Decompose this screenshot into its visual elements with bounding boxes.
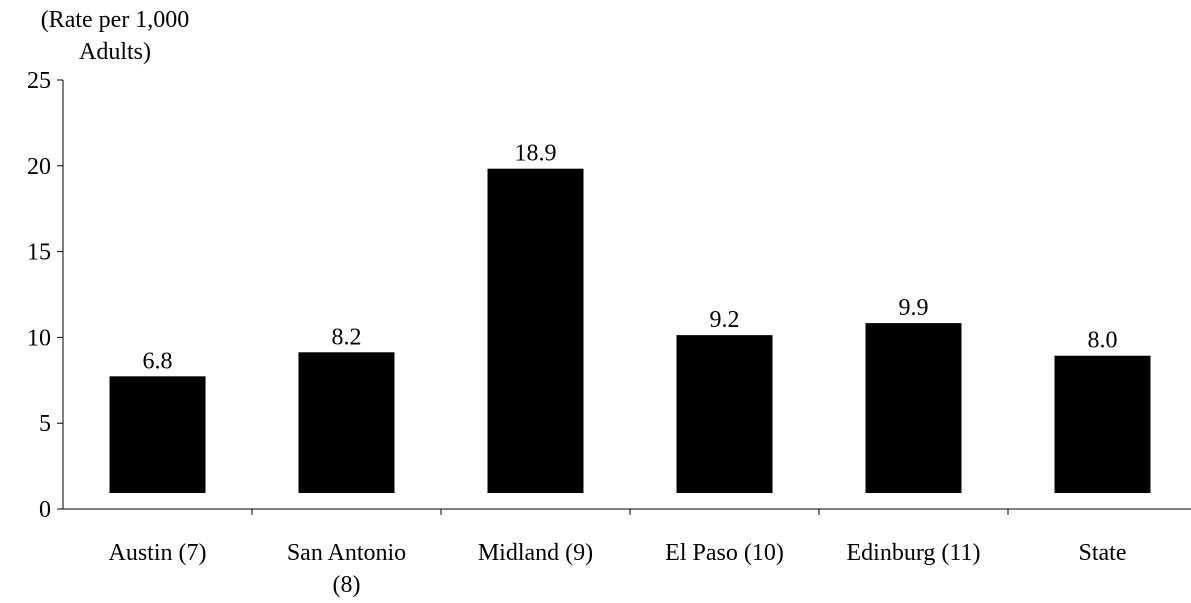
y-tick-label: 10 — [27, 325, 51, 351]
bar-value-label: 18.9 — [515, 141, 557, 167]
bar[interactable] — [676, 335, 773, 493]
y-axis-title: (Rate per 1,000 Adults) — [0, 4, 230, 68]
x-tick-label: State — [1079, 540, 1127, 566]
y-tick-label: 15 — [27, 240, 51, 266]
bar[interactable] — [1054, 355, 1151, 493]
y-tick-label: 0 — [39, 497, 51, 523]
y-axis-title-line1: (Rate per 1,000 — [40, 7, 190, 33]
bar-value-label: 6.8 — [143, 348, 173, 374]
bar-value-label: 9.2 — [710, 307, 740, 333]
x-tick-label: Midland (9) — [478, 540, 593, 566]
bar[interactable] — [487, 168, 584, 493]
x-tick-label: San Antonio — [287, 540, 406, 566]
bar-value-label: 8.0 — [1088, 328, 1118, 354]
bar[interactable] — [298, 352, 395, 493]
bar[interactable] — [865, 323, 962, 493]
y-axis-title-line2: Adults) — [79, 39, 151, 65]
y-tick-label: 20 — [27, 154, 51, 180]
x-tick-label: Austin (7) — [109, 540, 207, 566]
x-tick-label: (8) — [333, 572, 361, 598]
y-tick-label: 5 — [39, 411, 51, 437]
bar-value-label: 8.2 — [332, 324, 362, 350]
bar[interactable] — [109, 376, 206, 493]
x-tick-label: El Paso (10) — [665, 540, 784, 566]
x-tick-label: Edinburg (11) — [847, 540, 981, 566]
y-tick-label: 25 — [27, 68, 51, 94]
bar-value-label: 9.9 — [899, 295, 929, 321]
